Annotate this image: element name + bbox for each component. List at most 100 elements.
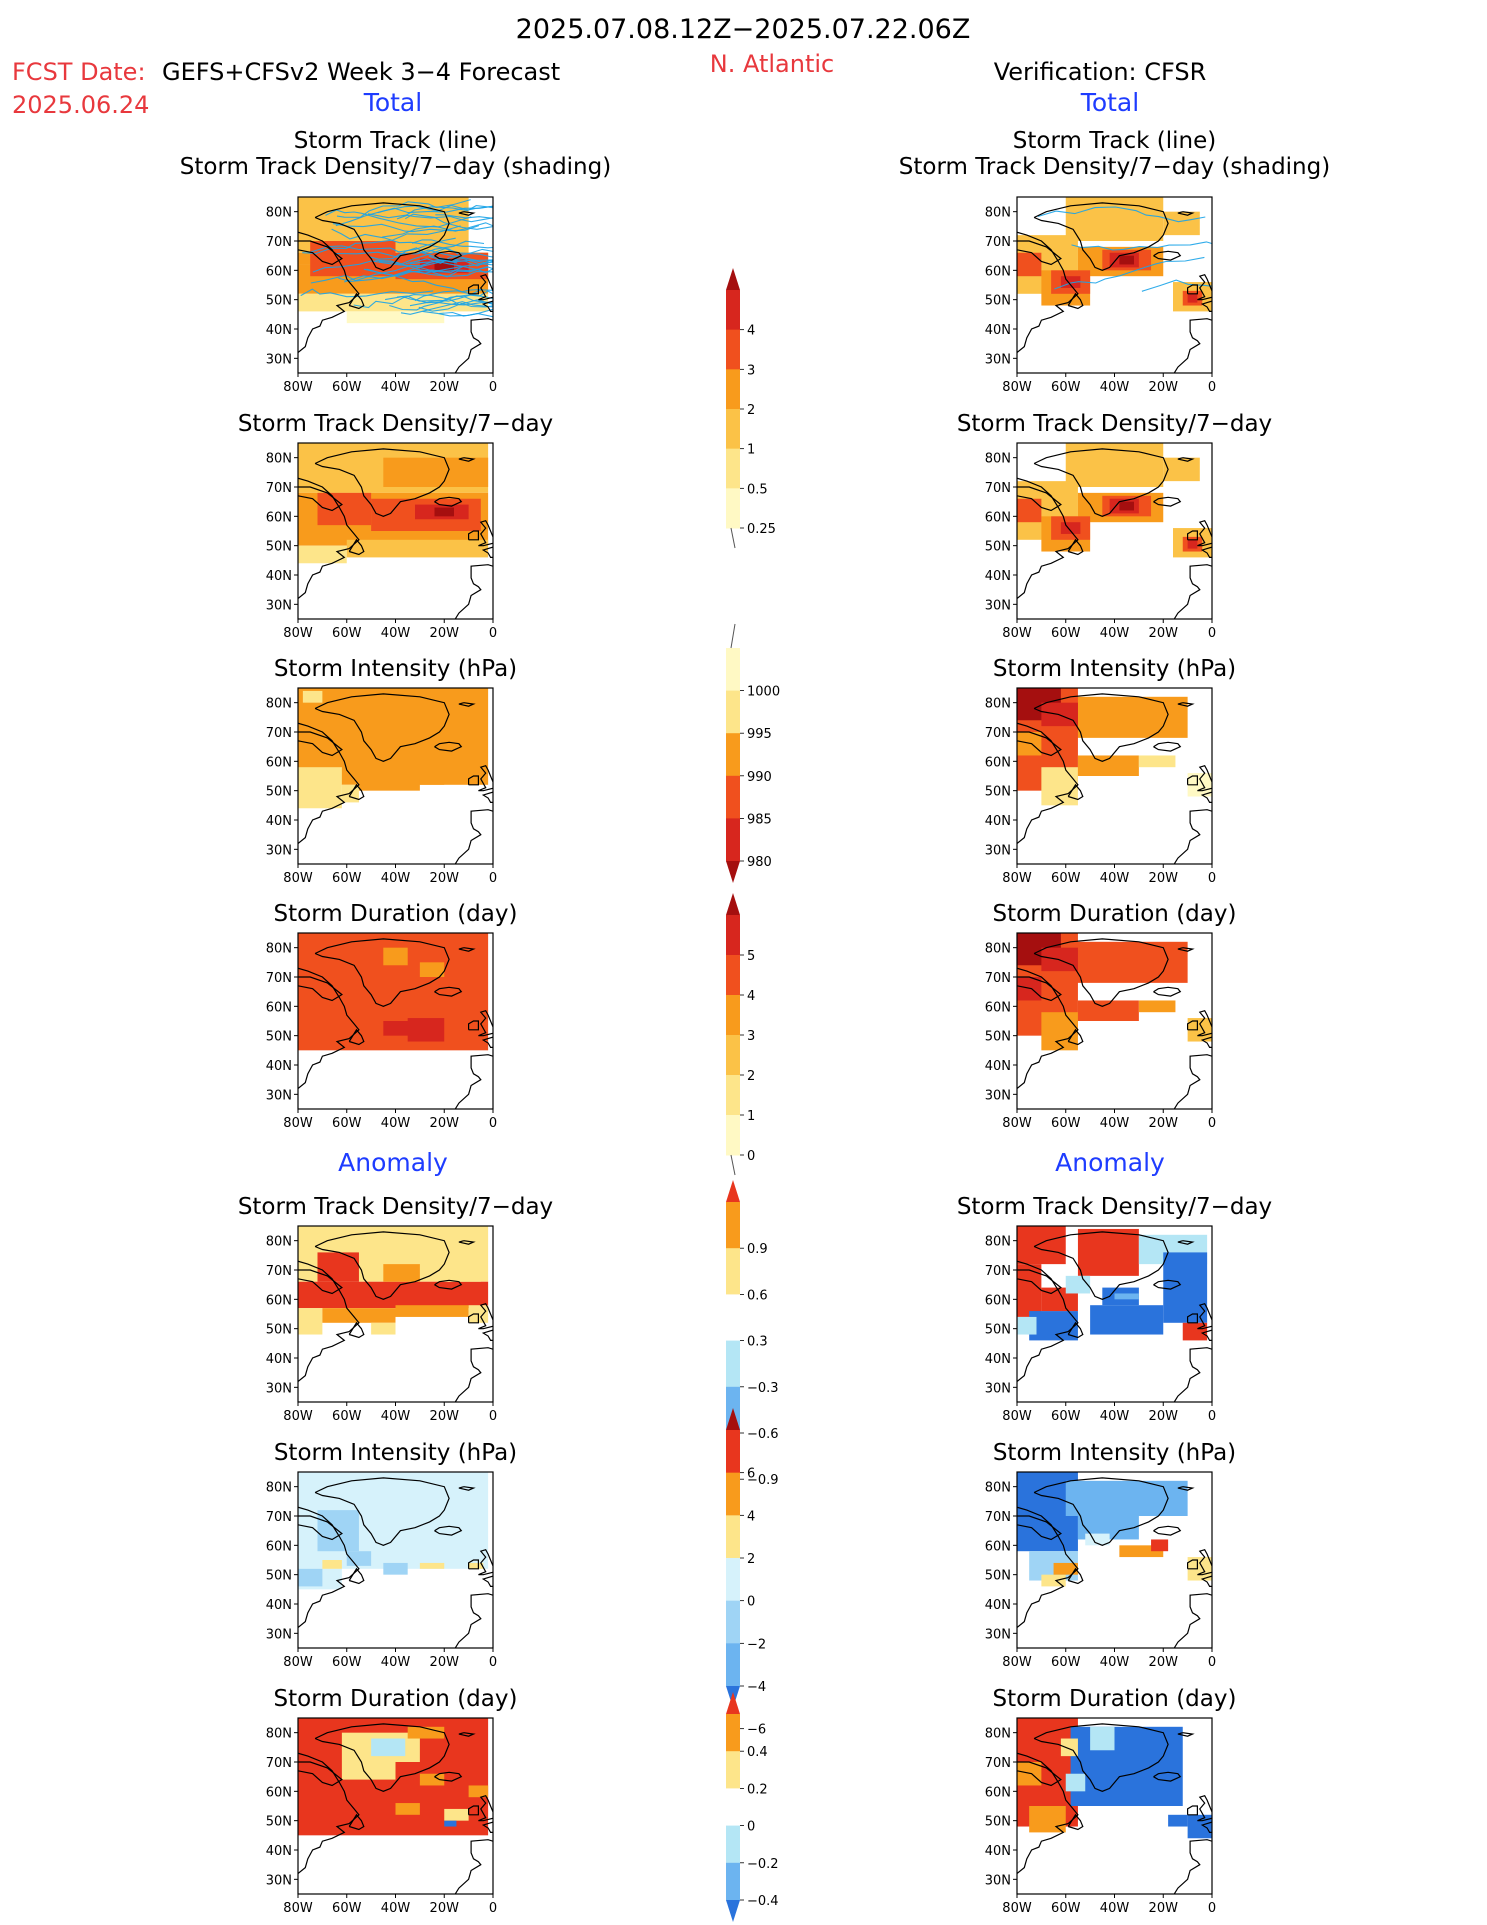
field-cell-1 — [383, 947, 408, 966]
y-tick-label: 40N — [266, 1059, 292, 1074]
panel-cfsr-density: Storm Track Density/7−day 80N 70N 60N 50N 40N… — [957, 411, 1272, 641]
y-tick-label: 60N — [985, 1785, 1011, 1800]
storm-track-18 — [411, 239, 493, 249]
storm-track-34 — [367, 205, 493, 219]
colorbar-label: −0.2 — [747, 1857, 779, 1872]
colorbar-label: 980 — [747, 855, 772, 870]
colorbar-label: 0.6 — [747, 1288, 768, 1303]
coastline-7 — [1173, 1839, 1212, 1894]
field-cell-2 — [1090, 1726, 1115, 1751]
coastline-8 — [481, 1821, 493, 1833]
field-cell-6 — [1138, 755, 1176, 768]
coastline-4 — [434, 496, 463, 507]
coastline-2 — [298, 1269, 343, 1295]
y-tick-label: 40N — [266, 1844, 292, 1859]
coastline-4 — [434, 1525, 463, 1536]
panel-fcst-density-anom: Storm Track Density/7−day 80N 70N 60N 50N 40N… — [238, 1194, 553, 1424]
y-tick-label: 40N — [266, 1598, 292, 1613]
coastlines — [298, 938, 493, 1109]
coastline-9 — [1177, 1732, 1195, 1737]
y-tick-label: 30N — [985, 1627, 1011, 1642]
map-field — [298, 443, 493, 619]
y-tick-label: 40N — [985, 569, 1011, 584]
coastline-5 — [1197, 764, 1212, 792]
panel-title: Storm Intensity (hPa) — [274, 1440, 517, 1466]
y-tick-label: 70N — [266, 971, 292, 986]
coastline-6 — [468, 1020, 479, 1031]
colorbar-label: 0 — [747, 1595, 755, 1610]
x-tick-label: 60W — [332, 1655, 362, 1670]
storm-track-35 — [439, 311, 493, 318]
colorbar-arrow-top — [726, 1408, 740, 1430]
y-tick-label: 40N — [266, 1352, 292, 1367]
coastline-4 — [434, 986, 463, 997]
map-field — [1017, 1472, 1212, 1648]
colorbar-segment — [726, 1558, 740, 1602]
x-tick-label: 80W — [283, 626, 313, 641]
coastline-6 — [468, 1805, 479, 1816]
coastlines — [298, 1723, 493, 1894]
x-tick-label: 80W — [1002, 871, 1032, 886]
field-cell-7 — [468, 1562, 484, 1569]
storm-track-0 — [369, 249, 493, 261]
x-tick-label: 0 — [489, 1116, 497, 1131]
colorbar-label: 0.25 — [747, 522, 776, 537]
coastline-3 — [1067, 292, 1084, 310]
x-tick-label: 60W — [1051, 1409, 1081, 1424]
colorbars: 4 3 2 1 0.5 0.25 1000 995 990 985 980 5 4 3 2 1 0 0.9 0.6 0… — [726, 268, 780, 1922]
colorbar-label: 1 — [747, 443, 755, 458]
y-tick-label: 50N — [985, 785, 1011, 800]
colorbar-label: −0.6 — [747, 1427, 779, 1442]
storm-track-28 — [378, 260, 493, 278]
x-tick-label: 20W — [1149, 626, 1179, 641]
coastline-2 — [298, 240, 343, 266]
x-tick-label: 0 — [489, 626, 497, 641]
storm-track-22 — [400, 301, 493, 315]
coastline-4 — [1153, 496, 1182, 507]
x-tick-label: 60W — [332, 380, 362, 395]
y-tick-label: 40N — [266, 814, 292, 829]
y-tick-label: 30N — [266, 1381, 292, 1396]
map-field — [298, 688, 493, 864]
y-tick-label: 50N — [985, 1815, 1011, 1830]
coastline-3 — [348, 783, 365, 801]
coastline-9 — [458, 1240, 476, 1245]
field-cell-0 — [1065, 941, 1188, 983]
coastline-6 — [1187, 1805, 1198, 1816]
y-tick-label: 50N — [266, 1569, 292, 1584]
y-tick-label: 70N — [266, 726, 292, 741]
colorbar-segment — [726, 369, 740, 410]
field-cell-4 — [383, 1562, 408, 1575]
y-tick-label: 70N — [266, 235, 292, 250]
colorbar-segment — [726, 1202, 740, 1249]
colorbar-segment — [726, 1600, 740, 1644]
storm-track-3 — [1071, 241, 1212, 251]
colorbar-segment — [726, 775, 740, 819]
colorbar-density-total: 4 3 2 1 0.5 0.25 — [726, 268, 776, 549]
panel-title: Storm Track Density/7−day — [238, 1194, 553, 1220]
fcst-date-value: 2025.06.24 — [12, 91, 149, 119]
verification-title: Verification: CFSR — [994, 58, 1207, 86]
coastline-1 — [1017, 1752, 1079, 1874]
coastline-4 — [1153, 741, 1182, 752]
field-cell-5 — [419, 1773, 445, 1786]
x-tick-label: 80W — [1002, 1409, 1032, 1424]
map-field — [1017, 443, 1212, 619]
storm-track-33 — [410, 260, 493, 274]
colorbar-label: −0.9 — [747, 1473, 779, 1488]
colorbar-segment — [726, 1248, 740, 1295]
coastline-2 — [298, 1761, 343, 1787]
x-tick-label: 0 — [1208, 1116, 1216, 1131]
x-tick-label: 60W — [1051, 1655, 1081, 1670]
coastline-8 — [1200, 546, 1212, 558]
x-tick-label: 20W — [430, 871, 460, 886]
coastlines — [1017, 693, 1212, 864]
coastline-3 — [1067, 1321, 1084, 1339]
panel-title: Storm Track Density/7−day — [957, 1194, 1272, 1220]
x-tick-label: 20W — [430, 626, 460, 641]
field-cell-2 — [1017, 1264, 1042, 1317]
panel-subtitle: Storm Track Density/7−day (shading) — [899, 154, 1330, 180]
coastline-8 — [1200, 300, 1212, 312]
coastline-3 — [348, 292, 365, 310]
coastline-5 — [1197, 1009, 1212, 1037]
